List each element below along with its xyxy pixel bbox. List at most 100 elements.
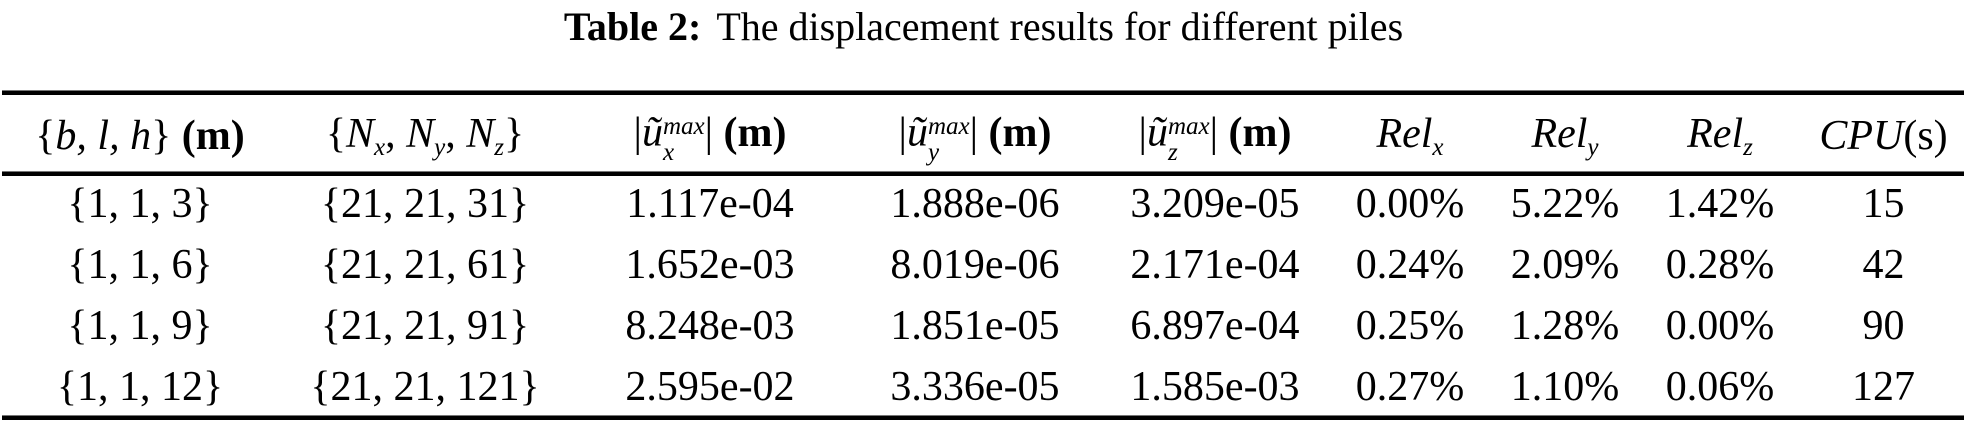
table-cell: 8.248e-03 — [625, 302, 795, 349]
table-cell: 1.851e-05 — [890, 302, 1060, 349]
abs-bar: | — [898, 110, 907, 157]
table-row: {1, 1, 12} {21, 21, 121} 2.595e-02 3.336… — [0, 356, 1967, 417]
table-cell: 2.171e-04 — [1130, 241, 1300, 288]
table-cell: 1.28% — [1510, 302, 1620, 349]
table-cell: 0.00% — [1355, 180, 1465, 227]
script-stack: max y — [928, 114, 970, 165]
table-cell: 1.585e-03 — [1130, 363, 1300, 410]
subscript: x — [1432, 133, 1444, 161]
superscript: max — [662, 112, 705, 140]
subscript: z — [494, 133, 504, 161]
abs-bar: | — [969, 110, 979, 157]
var-letter: N — [406, 110, 435, 157]
cpu-label: CPU — [1819, 112, 1904, 159]
table-cell: 0.00% — [1665, 302, 1775, 349]
table-cell: 0.24% — [1355, 241, 1465, 288]
brace-open: { — [325, 110, 346, 157]
abs-bar: | — [633, 110, 642, 157]
caption-label: Table 2: — [563, 4, 702, 49]
subscript: y — [434, 133, 446, 161]
abs-bar: | — [1209, 110, 1219, 157]
u-tilde-symbol: ũ — [641, 110, 663, 157]
script-stack: max z — [1168, 114, 1210, 165]
col-header-cpu: CPU(s) — [1800, 98, 1967, 173]
var-letter: N — [466, 110, 495, 157]
table-cell: {21, 21, 91} — [320, 302, 530, 349]
results-table: {b, l, h} (m) {Nx, Ny, Nz} |ũ max x | (m) |… — [0, 98, 1967, 417]
script-stack: max x — [663, 114, 705, 165]
table-row: {1, 1, 9} {21, 21, 91} 8.248e-03 1.851e-… — [0, 295, 1967, 356]
table-cell: 8.019e-06 — [890, 241, 1060, 288]
table-rule-top — [2, 90, 1964, 95]
table-rule-mid — [2, 171, 1964, 176]
table-cell: {1, 1, 12} — [56, 363, 224, 410]
table-cell: {1, 1, 3} — [67, 180, 213, 227]
table-cell: 127 — [1852, 363, 1915, 410]
rel-label: Rel — [1376, 110, 1433, 157]
table-cell: {21, 21, 31} — [320, 180, 530, 227]
table-cell: 0.28% — [1665, 241, 1775, 288]
rel-label: Rel — [1531, 110, 1588, 157]
table-cell: 1.888e-06 — [890, 180, 1060, 227]
subscript: y — [927, 138, 940, 166]
unit-label: (m) — [723, 110, 787, 157]
subscript: y — [1587, 133, 1599, 161]
brace-close: } — [504, 110, 525, 157]
abs-bar: | — [1138, 110, 1147, 157]
table-cell: 42 — [1862, 241, 1905, 288]
table-cell: 0.25% — [1355, 302, 1465, 349]
subscript: x — [662, 138, 675, 166]
cpu-unit: (s) — [1903, 112, 1948, 159]
u-tilde-symbol: ũ — [906, 110, 928, 157]
col-header-relx: Relx — [1330, 98, 1490, 173]
table-cell: 1.10% — [1510, 363, 1620, 410]
table-cell: {21, 21, 121} — [310, 363, 540, 410]
abs-bar: | — [704, 110, 714, 157]
table-rule-bottom — [2, 415, 1964, 420]
separator: , — [445, 110, 467, 157]
table-cell: 6.897e-04 — [1130, 302, 1300, 349]
table-cell: {21, 21, 61} — [320, 241, 530, 288]
table-cell: 5.22% — [1510, 180, 1620, 227]
table-cell: {1, 1, 9} — [67, 302, 213, 349]
table-cell: 1.117e-04 — [626, 180, 794, 227]
var-letter: N — [346, 110, 375, 157]
u-tilde-symbol: ũ — [1146, 110, 1168, 157]
table-cell: 0.27% — [1355, 363, 1465, 410]
table-cell: 1.652e-03 — [625, 241, 795, 288]
separator: , — [385, 110, 407, 157]
col-header-blh: {b, l, h} (m) — [0, 98, 280, 173]
header-row: {b, l, h} (m) {Nx, Ny, Nz} |ũ max x | (m) |… — [0, 98, 1967, 173]
table-row: {1, 1, 6} {21, 21, 61} 1.652e-03 8.019e-… — [0, 234, 1967, 295]
table-cell: 3.336e-05 — [890, 363, 1060, 410]
table-row: {1, 1, 3} {21, 21, 31} 1.117e-04 1.888e-… — [0, 173, 1967, 234]
table-cell: 1.42% — [1665, 180, 1775, 227]
col-header-relz: Relz — [1640, 98, 1800, 173]
table-cell: 2.595e-02 — [625, 363, 795, 410]
brace-close: } — [151, 112, 172, 159]
table-cell: 2.09% — [1510, 241, 1620, 288]
col-header-uz-max: |ũ max z | (m) — [1100, 98, 1330, 173]
col-header-N: {Nx, Ny, Nz} — [280, 98, 570, 173]
table-cell: 90 — [1862, 302, 1905, 349]
superscript: max — [1167, 112, 1210, 140]
brace-open: { — [35, 112, 56, 159]
table-caption: Table 2: The displacement results for dif… — [0, 2, 1967, 52]
unit-label: (m) — [181, 112, 245, 159]
superscript: max — [927, 112, 970, 140]
col-header-rely: Rely — [1490, 98, 1640, 173]
caption-text: The displacement results for different p… — [716, 4, 1404, 49]
subscript: z — [1743, 133, 1753, 161]
table-cell: 15 — [1862, 180, 1905, 227]
table-cell: {1, 1, 6} — [67, 241, 213, 288]
unit-label: (m) — [1228, 110, 1292, 157]
col-header-uy-max: |ũ max y | (m) — [850, 98, 1100, 173]
col-header-ux-max: |ũ max x | (m) — [570, 98, 850, 173]
subscript: z — [1167, 138, 1178, 166]
rel-label: Rel — [1687, 110, 1744, 157]
unit-label: (m) — [988, 110, 1052, 157]
table-cell: 0.06% — [1665, 363, 1775, 410]
table-cell: 3.209e-05 — [1130, 180, 1300, 227]
var-letters: b, l, h — [55, 112, 152, 159]
